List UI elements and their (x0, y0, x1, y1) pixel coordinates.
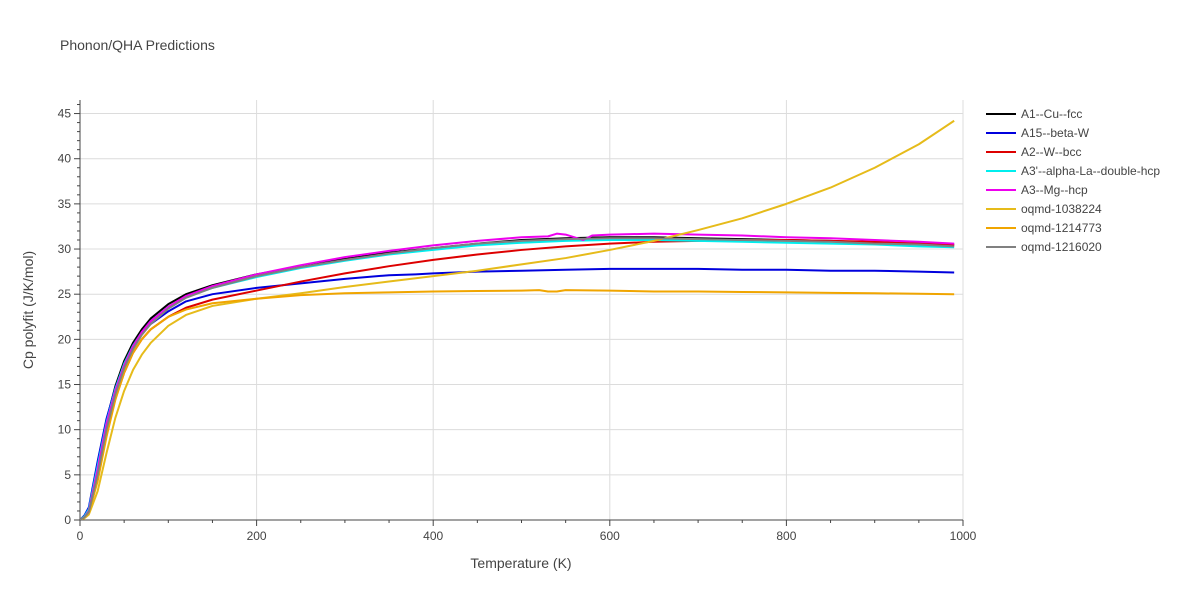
legend-label: A15--beta-W (1021, 126, 1090, 140)
series-line-7 (80, 237, 955, 520)
legend-label: oqmd-1214773 (1021, 221, 1102, 235)
series-line-0 (80, 236, 955, 520)
legend-item: A1--Cu--fcc (986, 107, 1082, 121)
legend-label: A2--W--bcc (1021, 145, 1081, 159)
series-line-5 (80, 119, 955, 520)
x-tick-label: 1000 (950, 529, 977, 543)
legend-item: oqmd-1038224 (986, 202, 1102, 216)
y-axis-label: Cp polyfit (J/K/mol) (20, 251, 36, 369)
legend-label: A3--Mg--hcp (1021, 183, 1088, 197)
y-tick-label: 0 (64, 513, 71, 527)
series-line-6 (80, 289, 955, 520)
y-tick-label: 40 (58, 152, 72, 166)
x-tick-label: 200 (247, 529, 267, 543)
legend-item: A3--Mg--hcp (986, 183, 1088, 197)
y-tick-label: 45 (58, 107, 72, 121)
legend-label: oqmd-1216020 (1021, 240, 1102, 254)
y-tick-label: 35 (58, 197, 72, 211)
grid-lines (80, 100, 964, 520)
x-tick-label: 0 (77, 529, 84, 543)
series-line-3 (80, 239, 955, 520)
axes (74, 100, 964, 526)
x-tick-label: 600 (600, 529, 620, 543)
x-tick-label: 400 (423, 529, 443, 543)
legend-item: oqmd-1214773 (986, 221, 1102, 235)
legend-item: A15--beta-W (986, 126, 1090, 140)
y-tick-label: 30 (58, 242, 72, 256)
legend-item: A2--W--bcc (986, 145, 1081, 159)
legend-label: A1--Cu--fcc (1021, 107, 1082, 121)
y-tick-label: 10 (58, 423, 72, 437)
y-tick-label: 25 (58, 287, 72, 301)
chart-title: Phonon/QHA Predictions (60, 37, 215, 53)
series-line-4 (80, 232, 955, 520)
legend: A1--Cu--fcc A15--beta-W A2--W--bcc A3'--alp… (986, 107, 1160, 254)
legend-item: oqmd-1216020 (986, 240, 1102, 254)
series-line-2 (80, 239, 955, 520)
plot-area (80, 119, 955, 520)
tick-labels: 0 200 400 600 800 1000 0 5 10 15 20 25 30 35 40 45 (58, 107, 977, 543)
y-tick-label: 15 (58, 378, 72, 392)
x-axis-label: Temperature (K) (470, 555, 571, 571)
legend-label: A3'--alpha-La--double-hcp (1021, 164, 1160, 178)
y-tick-label: 20 (58, 332, 72, 346)
x-tick-label: 800 (776, 529, 796, 543)
legend-item: A3'--alpha-La--double-hcp (986, 164, 1160, 178)
y-tick-label: 5 (64, 468, 71, 482)
legend-label: oqmd-1038224 (1021, 202, 1102, 216)
